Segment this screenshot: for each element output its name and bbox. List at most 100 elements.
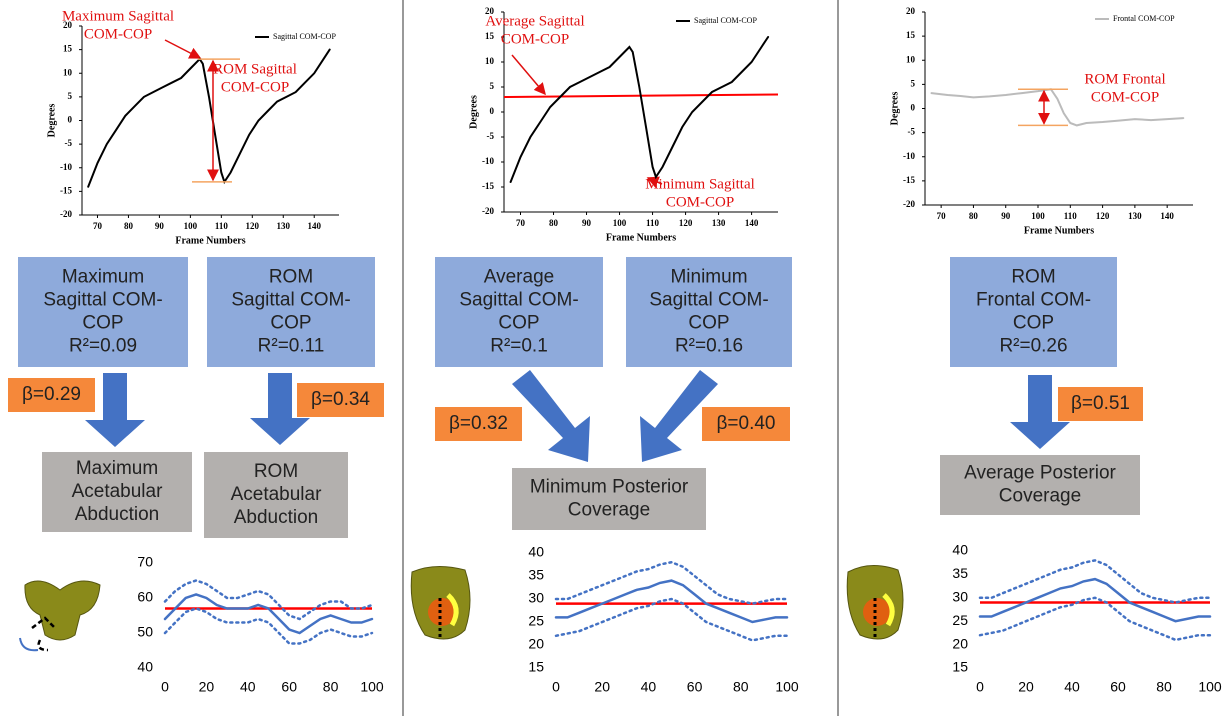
x-tick-label: 80 xyxy=(733,679,749,695)
predictor-box-text: Sagittal COM- xyxy=(459,290,578,311)
y-tick-label: 30 xyxy=(952,589,968,605)
annotation: COM-COP xyxy=(84,26,152,42)
beta-label: β=0.40 xyxy=(716,413,775,434)
flow-arrow xyxy=(512,370,590,462)
outcome-box-text: Average Posterior xyxy=(964,463,1116,484)
x-tick-label: 100 xyxy=(1031,211,1045,221)
series-line xyxy=(163,607,374,645)
x-tick-label: 140 xyxy=(745,218,759,228)
y-axis-label: Degrees xyxy=(468,95,479,129)
x-tick-label: 0 xyxy=(976,679,984,695)
beta-box xyxy=(8,378,95,412)
y-tick-label: 10 xyxy=(906,54,916,64)
y-tick-label: 20 xyxy=(528,636,544,652)
predictor-box-text: Sagittal COM- xyxy=(231,290,350,311)
x-tick-label: 100 xyxy=(613,218,627,228)
pelvis-icon xyxy=(846,565,904,640)
annotation-arrow xyxy=(646,176,663,188)
x-tick-label: 100 xyxy=(775,679,799,695)
x-tick-label: 60 xyxy=(281,679,297,695)
x-tick-label: 120 xyxy=(679,218,693,228)
y-tick-label: 10 xyxy=(485,56,495,66)
x-tick-label: 110 xyxy=(1064,211,1078,221)
y-axis-label: Degrees xyxy=(889,92,900,126)
y-tick-label: -10 xyxy=(903,151,915,161)
x-tick-label: 0 xyxy=(161,679,169,695)
series-line xyxy=(978,577,1212,623)
x-tick-label: 130 xyxy=(277,221,291,231)
annotation: ROM Frontal xyxy=(1084,71,1165,87)
x-tick-label: 140 xyxy=(307,221,321,231)
series-line xyxy=(930,88,1185,127)
y-tick-label: 30 xyxy=(528,590,544,606)
x-tick-label: 70 xyxy=(93,221,103,231)
x-tick-label: 130 xyxy=(712,218,726,228)
x-tick-label: 20 xyxy=(199,679,215,695)
series-line xyxy=(509,36,770,183)
y-tick-label: -15 xyxy=(903,175,915,185)
predictor-box-text: Sagittal COM- xyxy=(43,290,162,311)
y-tick-label: 15 xyxy=(63,44,73,54)
series-line xyxy=(554,579,789,624)
x-tick-label: 40 xyxy=(240,679,256,695)
y-tick-label: 40 xyxy=(528,544,544,560)
legend-label: Sagittal COM-COP xyxy=(694,16,757,25)
y-tick-label: 40 xyxy=(952,542,968,558)
flow-arrow xyxy=(250,373,310,445)
predictor-box xyxy=(626,257,792,367)
predictor-box xyxy=(950,257,1117,367)
predictor-box-text: Frontal COM- xyxy=(976,290,1091,311)
beta-box xyxy=(702,407,790,441)
y-tick-label: -20 xyxy=(482,206,494,216)
series-line xyxy=(554,560,789,605)
pelvis-icon xyxy=(19,580,101,652)
outcome-box-text: Minimum Posterior xyxy=(530,477,689,498)
outcome-box-text: Coverage xyxy=(999,486,1081,507)
y-tick-label: 0 xyxy=(68,115,73,125)
predictor-box-text: R²=0.16 xyxy=(675,336,743,357)
predictor-box-text: R²=0.09 xyxy=(69,336,137,357)
beta-label: β=0.51 xyxy=(1071,393,1130,414)
predictor-box-text: COP xyxy=(688,313,729,334)
x-tick-label: 40 xyxy=(1064,679,1080,695)
x-tick-label: 80 xyxy=(1156,679,1172,695)
x-tick-label: 70 xyxy=(516,218,526,228)
y-tick-label: 50 xyxy=(137,624,153,640)
annotation: Average Sagittal xyxy=(485,13,584,29)
y-tick-label: 35 xyxy=(952,565,968,581)
predictor-box-text: COP xyxy=(270,313,311,334)
y-tick-label: -15 xyxy=(482,181,494,191)
x-tick-label: 100 xyxy=(360,679,384,695)
x-tick-label: 110 xyxy=(646,218,660,228)
x-axis-label: Frame Numbers xyxy=(606,232,676,243)
y-tick-label: -15 xyxy=(60,185,72,195)
x-tick-label: 0 xyxy=(552,679,560,695)
x-axis-label: Frame Numbers xyxy=(175,235,245,246)
x-tick-label: 80 xyxy=(124,221,134,231)
flow-arrow xyxy=(640,370,718,462)
y-tick-label: 25 xyxy=(952,612,968,628)
x-tick-label: 120 xyxy=(246,221,260,231)
y-tick-label: 25 xyxy=(528,613,544,629)
x-tick-label: 110 xyxy=(215,221,229,231)
outcome-box-text: Acetabular xyxy=(231,484,323,505)
y-tick-label: 5 xyxy=(911,78,916,88)
y-tick-label: 5 xyxy=(490,81,495,91)
x-tick-label: 60 xyxy=(687,679,703,695)
y-tick-label: 20 xyxy=(952,635,968,651)
predictor-box-text: COP xyxy=(498,313,539,334)
y-tick-label: 0 xyxy=(911,103,916,113)
predictor-box-text: R²=0.11 xyxy=(258,336,325,357)
x-tick-label: 100 xyxy=(1198,679,1222,695)
annotation: Minimum Sagittal xyxy=(645,176,755,192)
x-axis-label: Frame Numbers xyxy=(1024,225,1094,236)
outcome-box xyxy=(204,452,348,538)
x-tick-label: 140 xyxy=(1160,211,1174,221)
y-tick-label: -10 xyxy=(482,156,494,166)
y-tick-label: 70 xyxy=(137,554,153,570)
y-tick-label: -5 xyxy=(908,127,916,137)
flow-arrow xyxy=(1010,375,1070,449)
y-tick-label: -20 xyxy=(903,199,915,209)
y-tick-label: 60 xyxy=(137,589,153,605)
